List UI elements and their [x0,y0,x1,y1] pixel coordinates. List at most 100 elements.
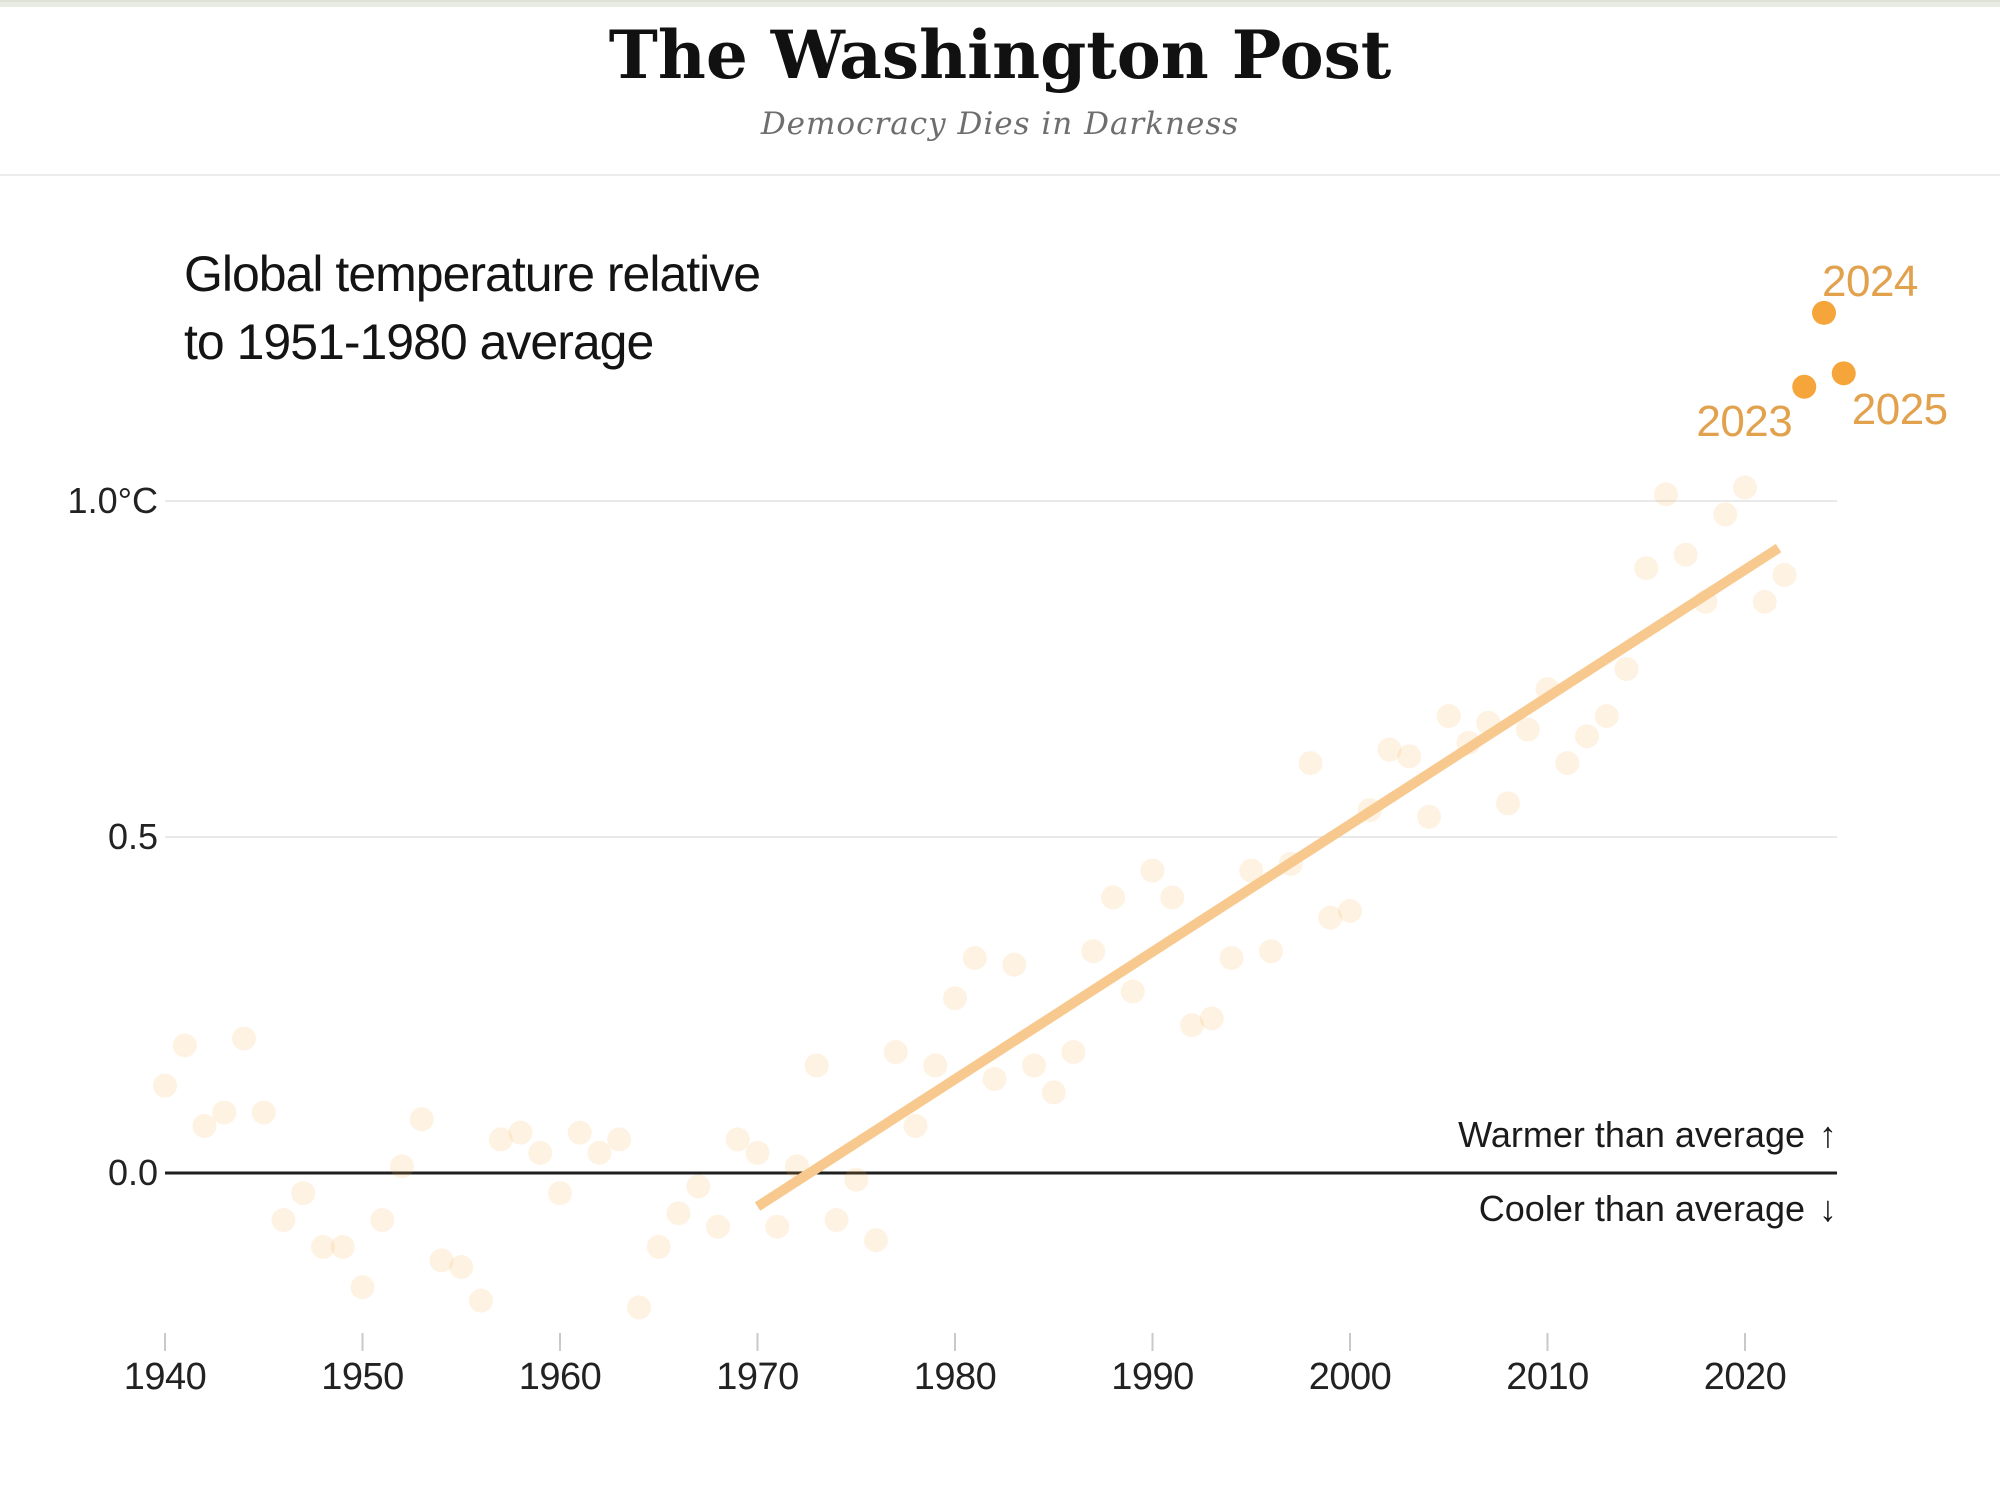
data-point-1964 [627,1295,651,1320]
year-label-2024: 2024 [1822,256,1918,306]
data-point-1967 [686,1174,711,1199]
y-axis-label-0.5: 0.5 [107,816,158,857]
data-point-1954 [429,1248,454,1273]
data-point-1993 [1199,1006,1224,1031]
data-point-1948 [311,1234,335,1259]
data-point-1974 [824,1208,849,1233]
data-point-1991 [1160,885,1185,910]
data-point-1962 [587,1140,612,1165]
data-point-2014 [1614,657,1639,681]
data-point-1998 [1298,751,1323,776]
data-point-1975 [844,1167,869,1192]
data-point-1983 [1002,952,1027,977]
data-point-1951 [370,1208,395,1233]
x-axis-label-1990: 1990 [1111,1356,1194,1398]
data-point-1979 [923,1053,948,1078]
year-label-2025: 2025 [1851,385,1948,435]
data-point-1941 [172,1033,197,1058]
chart-title-line2: to 1951-1980 average [184,314,654,370]
data-point-1940 [153,1073,177,1098]
data-point-2009 [1515,717,1540,742]
data-point-2002 [1377,737,1402,762]
data-point-2022 [1772,562,1797,587]
data-point-1986 [1061,1040,1086,1065]
top-accent-bar [0,0,2000,7]
data-point-1947 [291,1181,316,1206]
data-point-2012 [1575,724,1599,749]
masthead-logo[interactable]: The Washington Post [608,16,1392,94]
masthead-divider [0,174,2000,176]
data-point-2024 [1812,300,1836,325]
data-point-2019 [1713,502,1738,527]
data-point-1969 [725,1127,750,1152]
data-point-1976 [864,1228,888,1253]
x-axis-label-1940: 1940 [123,1356,207,1398]
x-axis-label-1960: 1960 [518,1356,602,1398]
masthead-tagline: Democracy Dies in Darkness [760,106,1240,142]
data-point-1942 [192,1113,217,1138]
data-point-1950 [350,1275,375,1300]
data-point-1957 [488,1127,513,1152]
data-point-1965 [646,1234,671,1259]
data-point-2004 [1417,804,1441,829]
trend-line [754,543,1782,1211]
y-axis-label-0.0: 0.0 [107,1152,158,1193]
y-axis-label-1.0°C: 1.0°C [67,480,158,521]
data-point-1980 [943,986,967,1011]
data-point-1985 [1041,1080,1066,1105]
data-point-2003 [1397,744,1422,769]
data-point-2016 [1654,482,1678,507]
data-point-1971 [765,1214,790,1239]
data-point-1952 [390,1154,414,1179]
data-point-1955 [449,1255,474,1280]
down-arrow-icon: ↓ [1819,1188,1837,1229]
data-point-1968 [706,1214,730,1239]
data-point-1945 [251,1100,276,1125]
data-point-2008 [1496,791,1520,816]
data-point-1994 [1219,945,1244,970]
data-point-2017 [1673,542,1698,567]
data-point-1988 [1101,885,1125,910]
data-point-1958 [508,1120,533,1145]
data-point-1987 [1081,939,1106,964]
data-point-1966 [666,1201,691,1226]
warmer-note-text: Warmer than average [1458,1114,1805,1155]
year-label-2023: 2023 [1696,396,1793,446]
data-point-1963 [607,1127,632,1152]
data-point-1946 [271,1208,296,1233]
cooler-note-text: Cooler than average [1478,1188,1805,1229]
data-point-1949 [330,1234,355,1259]
data-point-1996 [1259,939,1283,964]
data-point-2015 [1634,556,1659,581]
data-point-1981 [962,945,987,970]
chart-title-line1: Global temperature relative [184,246,761,302]
data-point-1989 [1120,979,1145,1004]
warmer-than-average-note: Warmer than average ↑ [1458,1114,1837,1156]
up-arrow-icon: ↑ [1819,1114,1837,1155]
data-point-1973 [804,1053,829,1078]
data-point-1995 [1239,858,1264,883]
x-axis-label-2020: 2020 [1703,1356,1787,1398]
data-point-1982 [982,1066,1007,1091]
x-axis-label-1950: 1950 [321,1356,404,1398]
data-point-2013 [1594,704,1619,729]
x-axis-label-2000: 2000 [1308,1356,1392,1398]
data-point-1959 [528,1140,553,1165]
data-point-1984 [1022,1053,1046,1078]
data-point-2011 [1555,751,1580,776]
data-point-1961 [567,1120,592,1145]
data-point-2023 [1792,374,1817,399]
data-point-1960 [548,1181,572,1206]
data-point-1970 [745,1140,770,1165]
x-axis-label-2010: 2010 [1506,1356,1589,1398]
data-point-2000 [1338,898,1362,923]
x-axis-label-1970: 1970 [716,1356,799,1398]
chart-title: Global temperature relative to 1951-1980… [184,240,761,376]
data-point-2005 [1436,704,1461,729]
data-point-1944 [232,1026,256,1051]
data-point-1953 [409,1107,434,1132]
data-point-2020 [1733,475,1757,500]
data-point-1999 [1318,905,1343,930]
